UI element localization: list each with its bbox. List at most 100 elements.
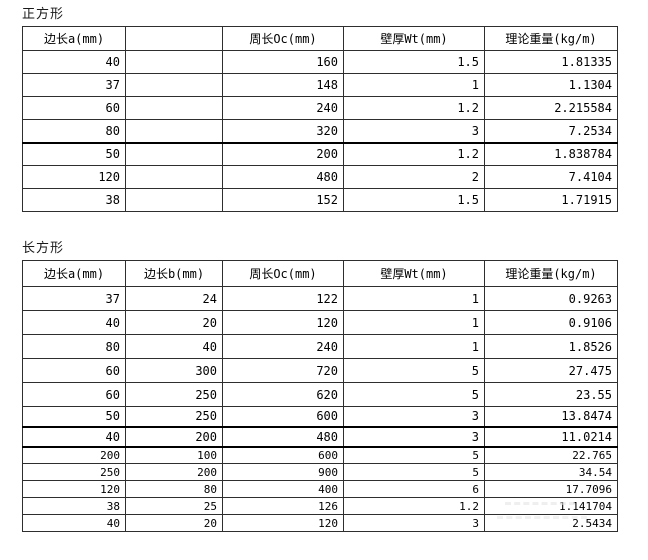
table-cell: 7.2534 [484, 119, 618, 144]
table-cell: 120 [222, 310, 344, 335]
rectangle-table-body: 37 24 122 1 0.9263 40 20 120 1 0.9106 80 40 240 1 1.85… [22, 286, 618, 532]
table-cell: 11.0214 [484, 426, 618, 448]
table-cell: 250 [125, 382, 223, 407]
table-cell [125, 119, 223, 144]
table-cell: 20 [125, 514, 223, 532]
table-row: 40 200 480 3 11.0214 [22, 426, 618, 448]
table-cell: 1.8526 [484, 334, 618, 359]
column-header: 理论重量(kg/m) [484, 260, 618, 287]
table-cell: 40 [22, 514, 126, 532]
table-cell: 122 [222, 286, 344, 311]
table-cell: 1.2 [343, 497, 485, 515]
table-cell: 120 [222, 514, 344, 532]
table-cell: 480 [222, 165, 344, 189]
table-cell: 620 [222, 382, 344, 407]
table-row: 40 20 120 1 0.9106 [22, 310, 618, 335]
table-cell: 200 [125, 426, 223, 448]
column-header: 理论重量(kg/m) [484, 26, 618, 51]
table-cell: 1.838784 [484, 142, 618, 166]
table-row: 37 148 1 1.1304 [22, 73, 618, 97]
table-cell: 1.2 [343, 96, 485, 120]
table-cell: 40 [22, 426, 126, 448]
table-row: 120 80 400 6 17.7096 [22, 480, 618, 498]
table-cell: 200 [22, 446, 126, 464]
header-row: 边长a(mm) 边长b(mm) 周长Oc(mm) 壁厚Wt(mm) 理论重量(kg/m) [22, 260, 618, 287]
column-header [125, 26, 223, 51]
table-cell: 50 [22, 142, 126, 166]
table-cell: 1.71915 [484, 188, 618, 212]
table-cell: 240 [222, 96, 344, 120]
header-row: 边长a(mm) 周长Oc(mm) 壁厚Wt(mm) 理论重量(kg/m) [22, 26, 618, 51]
table-row: 60 240 1.2 2.215584 [22, 96, 618, 120]
table-cell: 3 [343, 514, 485, 532]
table-cell: 22.765 [484, 446, 618, 464]
column-header: 壁厚Wt(mm) [343, 260, 485, 287]
table-cell [125, 142, 223, 166]
rectangle-tube-table: 边长a(mm) 边长b(mm) 周长Oc(mm) 壁厚Wt(mm) 理论重量(kg/m)… [22, 260, 618, 532]
table-row: 40 160 1.5 1.81335 [22, 50, 618, 74]
table-cell: 160 [222, 50, 344, 74]
table-cell [125, 96, 223, 120]
table-cell: 1.5 [343, 188, 485, 212]
table-cell: 126 [222, 497, 344, 515]
table-cell: 3 [343, 426, 485, 448]
table-cell [125, 188, 223, 212]
table-cell: 3 [343, 119, 485, 144]
table-cell: 600 [222, 406, 344, 428]
table-cell: 1.141704 [484, 497, 618, 515]
table-cell: 37 [22, 73, 126, 97]
table-cell: 1 [343, 334, 485, 359]
table-cell: 25 [125, 497, 223, 515]
table-cell: 300 [125, 358, 223, 383]
table-cell: 1 [343, 310, 485, 335]
column-header: 周长Oc(mm) [222, 260, 344, 287]
table-cell: 1.81335 [484, 50, 618, 74]
table-cell: 60 [22, 96, 126, 120]
table-cell: 320 [222, 119, 344, 144]
table-cell: 200 [222, 142, 344, 166]
table-cell: 24 [125, 286, 223, 311]
column-header: 边长a(mm) [22, 26, 126, 51]
table-cell: 60 [22, 382, 126, 407]
table-cell: 0.9263 [484, 286, 618, 311]
table-row: 60 300 720 5 27.475 [22, 358, 618, 383]
table-cell: 400 [222, 480, 344, 498]
square-tube-table: 边长a(mm) 周长Oc(mm) 壁厚Wt(mm) 理论重量(kg/m) 40 160 1… [22, 26, 618, 212]
table-row: 40 20 120 3 2.5434 [22, 514, 618, 532]
table-cell: 23.55 [484, 382, 618, 407]
table-cell: 17.7096 [484, 480, 618, 498]
table-row: 60 250 620 5 23.55 [22, 382, 618, 407]
square-table-header: 边长a(mm) 周长Oc(mm) 壁厚Wt(mm) 理论重量(kg/m) [22, 26, 618, 51]
table-cell: 80 [22, 334, 126, 359]
table-cell [125, 50, 223, 74]
square-table-title: 正方形 [22, 7, 65, 22]
table-cell: 200 [125, 463, 223, 481]
table-cell: 480 [222, 426, 344, 448]
table-cell: 40 [125, 334, 223, 359]
table-cell: 1.1304 [484, 73, 618, 97]
table-row: 38 25 126 1.2 1.141704 [22, 497, 618, 515]
table-cell: 250 [125, 406, 223, 428]
table-cell: 0.9106 [484, 310, 618, 335]
table-cell: 120 [22, 165, 126, 189]
table-row: 50 250 600 3 13.8474 [22, 406, 618, 428]
table-cell: 1.5 [343, 50, 485, 74]
table-cell: 3 [343, 406, 485, 428]
table-row: 80 40 240 1 1.8526 [22, 334, 618, 359]
table-cell: 80 [125, 480, 223, 498]
table-cell: 1 [343, 73, 485, 97]
table-cell: 20 [125, 310, 223, 335]
table-cell: 250 [22, 463, 126, 481]
table-cell: 6 [343, 480, 485, 498]
table-cell: 40 [22, 50, 126, 74]
column-header: 边长a(mm) [22, 260, 126, 287]
rectangle-table-header: 边长a(mm) 边长b(mm) 周长Oc(mm) 壁厚Wt(mm) 理论重量(kg/m) [22, 260, 618, 287]
table-cell: 27.475 [484, 358, 618, 383]
table-cell: 13.8474 [484, 406, 618, 428]
table-cell: 38 [22, 188, 126, 212]
table-cell: 152 [222, 188, 344, 212]
table-cell: 2 [343, 165, 485, 189]
table-cell: 240 [222, 334, 344, 359]
table-cell: 80 [22, 119, 126, 144]
